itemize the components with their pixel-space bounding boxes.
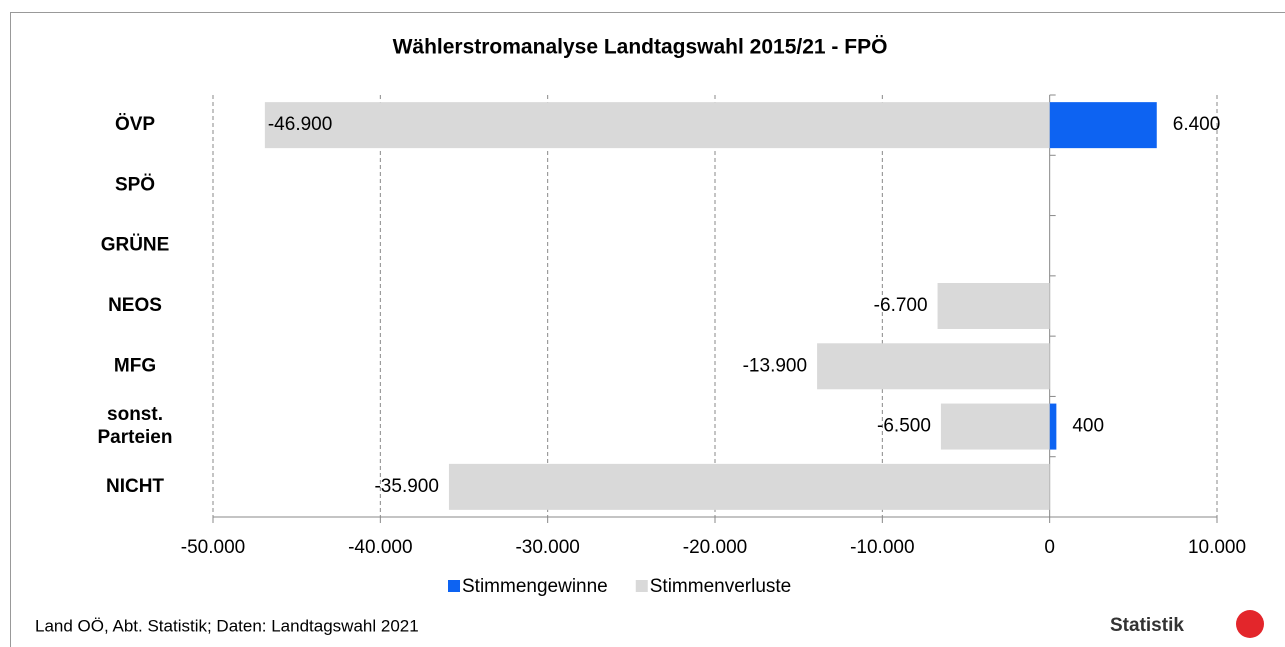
- logo-icon: [1236, 610, 1264, 638]
- value-label: -13.900: [743, 355, 807, 376]
- x-tick-label: 0: [1044, 537, 1055, 558]
- x-tick-label: -40.000: [348, 537, 412, 558]
- y-tick-label: ÖVP: [115, 114, 155, 135]
- value-label: 6.400: [1173, 114, 1221, 135]
- value-label: -6.700: [874, 295, 928, 316]
- bar: [940, 403, 1050, 450]
- y-tick-label: NICHT: [106, 476, 164, 497]
- logo: Statistik: [1110, 615, 1184, 636]
- value-label: -46.900: [268, 114, 332, 135]
- legend-label: Stimmenverluste: [650, 576, 792, 597]
- value-label: -35.900: [374, 476, 438, 497]
- x-tick-label: -10.000: [850, 537, 914, 558]
- value-label: -6.500: [877, 416, 931, 437]
- bar: [937, 283, 1050, 329]
- y-tick-label: sonst. Parteien: [98, 404, 173, 448]
- y-tick-label: SPÖ: [115, 174, 155, 195]
- bar: [448, 463, 1050, 510]
- x-tick-label: -30.000: [515, 537, 579, 558]
- bar: [817, 343, 1050, 390]
- y-tick-label: GRÜNE: [101, 235, 170, 256]
- y-tick-label: NEOS: [108, 295, 162, 316]
- legend-swatch: [635, 580, 648, 592]
- x-tick-label: 10.000: [1188, 537, 1246, 558]
- y-tick-label: MFG: [114, 355, 156, 376]
- bar: [1049, 403, 1057, 450]
- legend-swatch: [448, 580, 460, 592]
- x-tick-label: -50.000: [181, 537, 245, 558]
- footnote: Land OÖ, Abt. Statistik; Daten: Landtags…: [35, 616, 419, 635]
- x-tick-label: -20.000: [683, 537, 747, 558]
- chart-title: Wählerstromanalyse Landtagswahl 2015/21 …: [393, 36, 888, 59]
- bar: [1049, 102, 1157, 149]
- legend-label: Stimmengewinne: [462, 576, 608, 597]
- value-label: 400: [1072, 416, 1104, 437]
- bar: [264, 102, 1050, 149]
